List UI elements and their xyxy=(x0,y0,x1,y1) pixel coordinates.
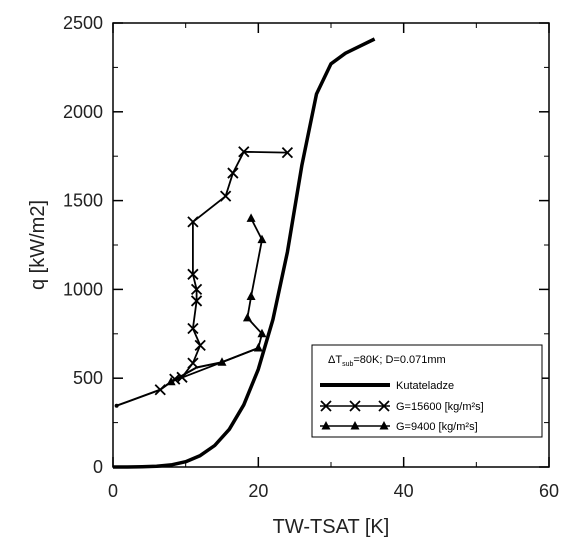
axis-tick-labels: 0 20 40 60 0 500 1000 1500 2000 2500 xyxy=(63,13,559,501)
x-marker-stroke xyxy=(219,190,232,202)
legend-box xyxy=(311,344,543,438)
data-point-g15600 xyxy=(281,147,294,159)
y-tick-label: 1500 xyxy=(63,191,103,211)
y-axis-label: q [kW/m2] xyxy=(27,200,49,290)
data-point-g9400 xyxy=(257,328,267,338)
y-tick-label: 500 xyxy=(73,368,103,388)
connecting-line-start-point xyxy=(114,403,119,408)
x-tick-label: 40 xyxy=(394,481,414,501)
x-marker-stroke xyxy=(238,146,250,158)
data-point-g9400 xyxy=(242,312,252,322)
data-point-g15600 xyxy=(187,216,199,228)
legend-title-delta: ΔT xyxy=(328,354,342,366)
x-marker-stroke xyxy=(187,268,199,280)
data-point-g15600 xyxy=(238,146,250,158)
data-point-g15600 xyxy=(187,268,199,280)
y-tick-label: 0 xyxy=(93,457,103,477)
legend-title-rest: =80K; D=0.071mm xyxy=(353,354,445,366)
x-marker-stroke xyxy=(187,322,199,335)
series-line-g9400 xyxy=(170,217,263,383)
data-point-g15600 xyxy=(194,339,206,351)
y-tick-label: 1000 xyxy=(63,279,103,299)
x-tick-label: 20 xyxy=(248,481,268,501)
legend: ΔTsub=80K; D=0.071mm Kutateladze G=15600… xyxy=(311,344,543,438)
y-tick-label: 2000 xyxy=(63,102,103,122)
legend-title: ΔTsub=80K; D=0.071mm xyxy=(328,354,446,368)
series-line-kutateladze xyxy=(113,37,376,469)
data-point-g15600 xyxy=(154,384,166,396)
x-axis-label: TW-TSAT [K] xyxy=(273,516,390,538)
data-point-g15600 xyxy=(219,190,232,202)
legend-label-kutateladze: Kutateladze xyxy=(396,380,454,392)
data-point-g9400 xyxy=(166,376,176,386)
x-tick-label: 0 xyxy=(108,481,118,501)
legend-swatch-marker xyxy=(321,421,331,430)
data-point-g9400 xyxy=(246,213,256,222)
x-marker-stroke xyxy=(194,339,206,351)
legend-swatch-marker xyxy=(378,400,390,412)
axis-ticks xyxy=(112,22,550,468)
y-tick-label: 2500 xyxy=(63,13,103,33)
x-marker-stroke xyxy=(349,400,361,412)
legend-label-g15600: G=15600 [kg/m²s] xyxy=(396,401,484,413)
series-layer xyxy=(113,37,376,469)
data-point-g15600 xyxy=(187,357,199,369)
data-point-g9400 xyxy=(217,357,227,366)
x-marker-stroke xyxy=(227,167,239,179)
legend-label-g9400: G=9400 [kg/m²s] xyxy=(396,421,478,433)
x-marker-stroke xyxy=(320,400,332,412)
data-point-g15600 xyxy=(187,322,199,335)
data-point-g15600 xyxy=(227,167,239,179)
x-marker-stroke xyxy=(378,400,390,412)
legend-swatch-marker xyxy=(349,400,361,412)
x-marker-stroke xyxy=(187,357,199,369)
data-point-g15600 xyxy=(190,295,203,307)
legend-swatch-marker xyxy=(320,400,332,412)
data-point-g9400 xyxy=(253,343,263,352)
x-marker-stroke xyxy=(190,283,203,296)
x-marker-stroke xyxy=(187,216,199,228)
legend-swatch-g15600 xyxy=(320,400,390,412)
x-marker-stroke xyxy=(154,384,166,396)
data-point-g15600 xyxy=(190,283,203,296)
legend-title-subscript: sub xyxy=(342,361,353,368)
legend-swatch-marker xyxy=(379,421,389,430)
legend-swatch-g9400 xyxy=(320,421,390,430)
x-marker-stroke xyxy=(190,295,203,307)
x-marker-stroke xyxy=(281,147,294,159)
x-tick-label: 60 xyxy=(539,481,559,501)
data-point-g9400 xyxy=(257,234,267,244)
legend-swatch-marker xyxy=(350,421,360,430)
series-line-g15600 xyxy=(159,150,288,391)
data-point-g9400 xyxy=(246,291,256,301)
